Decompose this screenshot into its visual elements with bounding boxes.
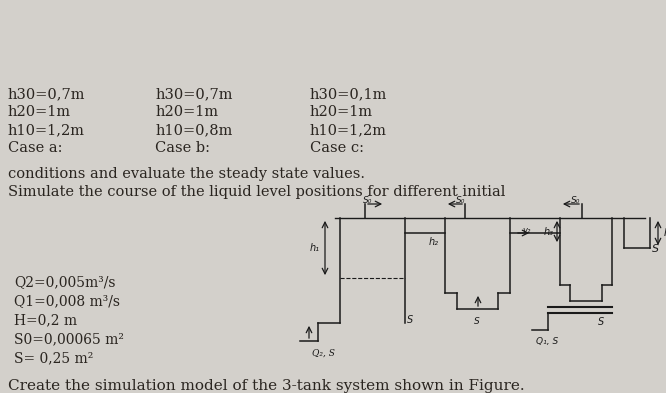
Text: h20=1m: h20=1m: [310, 105, 373, 119]
Text: conditions and evaluate the steady state values.: conditions and evaluate the steady state…: [8, 167, 365, 181]
Text: h30=0,1m: h30=0,1m: [310, 87, 388, 101]
Text: S₀: S₀: [571, 196, 581, 205]
Text: S: S: [598, 317, 604, 327]
Text: Case a:: Case a:: [8, 141, 63, 155]
Text: S: S: [652, 244, 659, 254]
Text: h₃: h₃: [544, 227, 554, 237]
Text: v₂: v₂: [522, 226, 530, 235]
Text: Simulate the course of the liquid level positions for different initial: Simulate the course of the liquid level …: [8, 185, 505, 199]
Text: S= 0,25 m²: S= 0,25 m²: [14, 351, 93, 365]
Text: Case c:: Case c:: [310, 141, 364, 155]
Text: h10=0,8m: h10=0,8m: [155, 123, 232, 137]
Text: S: S: [407, 315, 413, 325]
Text: h20=1m: h20=1m: [155, 105, 218, 119]
Text: Q₁, S: Q₁, S: [536, 337, 558, 346]
Text: h10=1,2m: h10=1,2m: [8, 123, 85, 137]
Text: H: H: [664, 228, 666, 238]
Text: Q₂, S: Q₂, S: [312, 349, 335, 358]
Text: S: S: [474, 317, 480, 326]
Text: h30=0,7m: h30=0,7m: [155, 87, 232, 101]
Text: h₂: h₂: [429, 237, 439, 247]
Text: h30=0,7m: h30=0,7m: [8, 87, 85, 101]
Text: Create the simulation model of the 3-tank system shown in Figure.: Create the simulation model of the 3-tan…: [8, 379, 525, 393]
Text: h₁: h₁: [310, 243, 320, 253]
Text: h20=1m: h20=1m: [8, 105, 71, 119]
Text: Case b:: Case b:: [155, 141, 210, 155]
Text: h10=1,2m: h10=1,2m: [310, 123, 387, 137]
Text: S₀: S₀: [456, 196, 466, 205]
Text: S₀: S₀: [363, 196, 372, 205]
Text: H=0,2 m: H=0,2 m: [14, 313, 77, 327]
Text: S0=0,00065 m²: S0=0,00065 m²: [14, 332, 124, 346]
Text: Q1=0,008 m³/s: Q1=0,008 m³/s: [14, 294, 120, 308]
Text: Q2=0,005m³/s: Q2=0,005m³/s: [14, 275, 115, 289]
